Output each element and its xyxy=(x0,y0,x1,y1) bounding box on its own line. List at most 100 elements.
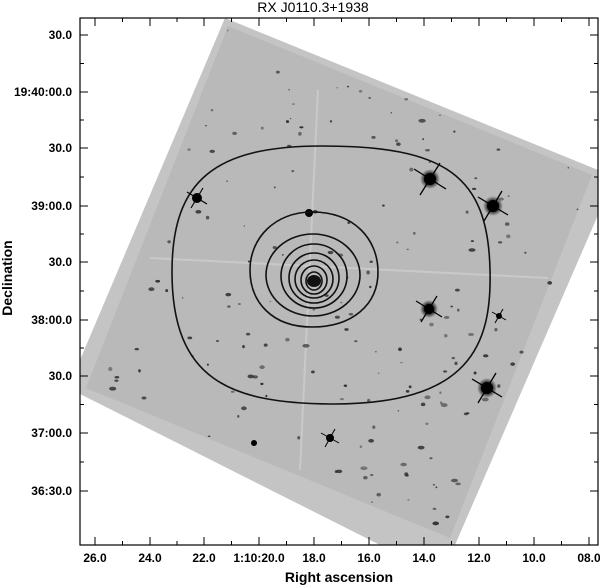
faint-source xyxy=(454,361,458,366)
faint-source xyxy=(465,412,470,415)
faint-source xyxy=(425,422,429,425)
y-tick-label: 30.0 xyxy=(49,369,73,383)
faint-source xyxy=(289,117,292,120)
faint-source xyxy=(138,369,141,373)
faint-source xyxy=(418,118,426,123)
faint-source xyxy=(450,305,454,308)
faint-source xyxy=(263,343,268,347)
faint-source xyxy=(497,384,501,388)
x-axis-title: Right ascension xyxy=(285,569,393,585)
faint-source xyxy=(424,395,431,400)
faint-source xyxy=(524,251,527,254)
faint-source xyxy=(474,177,478,180)
faint-source xyxy=(395,139,399,143)
faint-source xyxy=(265,394,268,398)
x-tick-label: 22.0 xyxy=(192,551,216,565)
chip-gap-horizontal xyxy=(149,257,549,279)
faint-source xyxy=(329,120,333,123)
bright-stars xyxy=(186,162,509,448)
faint-source xyxy=(408,385,412,389)
faint-source xyxy=(285,120,290,124)
contour-level-3 xyxy=(265,233,361,317)
faint-source xyxy=(507,195,510,197)
y-axis-title: Declination xyxy=(0,240,15,315)
faint-source xyxy=(453,130,456,133)
faint-source xyxy=(494,328,498,332)
bright-star xyxy=(320,428,340,448)
faint-source xyxy=(340,301,343,304)
contour-level-7 xyxy=(300,265,328,295)
faint-source xyxy=(396,241,399,244)
faint-source xyxy=(344,328,349,331)
faint-source xyxy=(291,169,295,173)
faint-source xyxy=(420,402,426,407)
faint-source xyxy=(260,126,264,130)
faint-source xyxy=(275,70,280,74)
faint-source xyxy=(334,469,338,474)
faint-source xyxy=(432,507,437,511)
faint-source xyxy=(269,300,272,303)
faint-source xyxy=(348,312,354,316)
x-tick-label: 14.0 xyxy=(412,551,436,565)
faint-source xyxy=(247,260,251,263)
faint-source xyxy=(457,308,460,312)
y-tick-label: 37:00.0 xyxy=(31,426,72,440)
faint-source xyxy=(242,344,245,349)
faint-source xyxy=(438,114,442,116)
faint-source xyxy=(400,462,407,467)
faint-source xyxy=(230,390,235,393)
contour-level-1 xyxy=(171,145,491,405)
faint-source xyxy=(272,246,277,249)
faint-source xyxy=(232,131,237,136)
plot-frame xyxy=(79,17,599,546)
faint-source xyxy=(377,372,380,375)
faint-source xyxy=(291,103,295,105)
faint-source xyxy=(473,371,477,375)
faint-source xyxy=(343,384,348,387)
faint-source xyxy=(406,248,410,251)
x-tick-label: 12.0 xyxy=(467,551,491,565)
faint-source xyxy=(368,96,372,99)
faint-source xyxy=(376,492,382,497)
y-tick-label: 30.0 xyxy=(49,28,73,42)
faint-source xyxy=(497,241,503,244)
faint-source xyxy=(225,292,232,297)
bright-star xyxy=(251,440,257,446)
faint-source xyxy=(165,289,169,293)
faint-source xyxy=(273,186,276,189)
faint-source xyxy=(455,288,460,292)
faint-source xyxy=(413,231,416,235)
faint-source xyxy=(359,445,363,448)
faint-sources xyxy=(108,29,579,526)
faint-source xyxy=(227,305,231,308)
faint-source xyxy=(358,90,363,93)
faint-source xyxy=(245,332,251,336)
faint-source xyxy=(481,397,489,402)
faint-source xyxy=(109,386,117,391)
faint-source xyxy=(390,112,393,114)
faint-source xyxy=(209,149,215,153)
faint-source xyxy=(288,88,290,91)
faint-source xyxy=(496,148,501,151)
faint-source xyxy=(114,379,119,382)
faint-source xyxy=(470,240,474,243)
faint-source xyxy=(417,445,425,450)
y-tick-label: 39:00.0 xyxy=(31,199,72,213)
x-tick-label: 18.0 xyxy=(302,551,326,565)
faint-source xyxy=(439,391,442,395)
faint-source xyxy=(397,410,400,412)
faint-source xyxy=(443,315,450,319)
faint-source xyxy=(281,253,284,256)
faint-source xyxy=(369,285,372,289)
faint-source xyxy=(576,208,579,211)
faint-source xyxy=(237,303,241,305)
y-tick-label: 30.0 xyxy=(49,255,73,269)
central-galaxy xyxy=(307,275,321,287)
y-tick-labels: 30.0 19:40:00.0 30.0 39:00.0 30.0 38:00.0 30.0… xyxy=(14,28,72,498)
x-tick-label: 26.0 xyxy=(83,551,107,565)
faint-source xyxy=(259,365,265,370)
faint-source xyxy=(382,204,385,207)
faint-source xyxy=(370,474,374,476)
faint-source xyxy=(243,225,246,227)
faint-source xyxy=(444,333,448,338)
